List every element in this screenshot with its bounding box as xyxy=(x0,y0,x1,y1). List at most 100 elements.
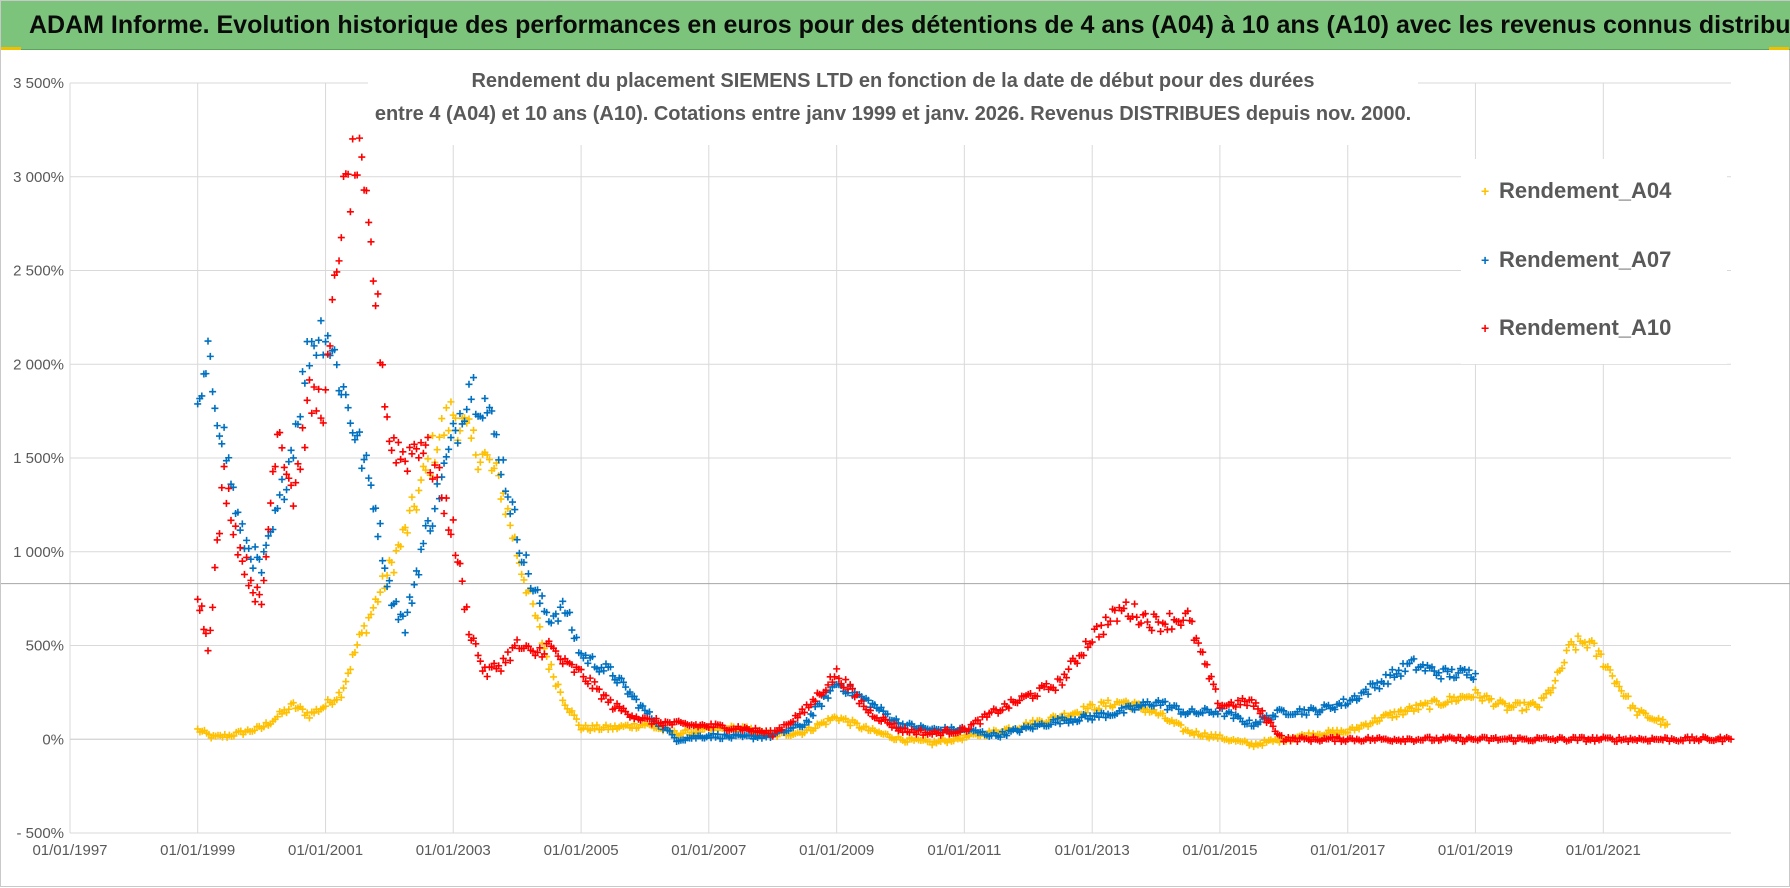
data-point-a10 xyxy=(1154,618,1162,626)
data-point-a04 xyxy=(593,721,601,729)
data-point-a04 xyxy=(1642,709,1650,717)
data-point-a10 xyxy=(881,715,889,723)
data-point-a10 xyxy=(206,626,214,634)
data-point-a04 xyxy=(1399,711,1407,719)
data-point-a10 xyxy=(853,691,861,699)
data-point-a10 xyxy=(472,640,480,648)
data-point-a10 xyxy=(470,634,478,642)
data-point-a10 xyxy=(344,170,352,178)
data-point-a07 xyxy=(399,612,407,620)
data-point-a07 xyxy=(451,426,459,434)
data-point-a10 xyxy=(367,238,375,246)
data-point-a07 xyxy=(381,564,389,572)
data-point-a10 xyxy=(346,208,354,216)
data-point-a04 xyxy=(1615,682,1623,690)
data-point-a07 xyxy=(515,549,523,557)
data-point-a10 xyxy=(652,715,660,723)
data-point-a07 xyxy=(1369,680,1377,688)
data-point-a10 xyxy=(358,153,366,161)
data-point-a10 xyxy=(1580,734,1588,742)
data-point-a04 xyxy=(1412,701,1420,709)
data-point-a07 xyxy=(538,592,546,600)
data-point-a07 xyxy=(524,570,532,578)
data-point-a04 xyxy=(545,665,553,673)
data-point-a10 xyxy=(1252,699,1260,707)
data-point-a10 xyxy=(1104,621,1112,629)
data-point-a10 xyxy=(511,642,519,650)
data-point-a07 xyxy=(238,520,246,528)
data-point-a10 xyxy=(1214,699,1222,707)
data-point-a04 xyxy=(305,714,313,722)
data-point-a04 xyxy=(497,495,505,503)
data-point-a10 xyxy=(974,716,982,724)
data-point-a04 xyxy=(1444,698,1452,706)
x-tick-label: 01/01/2021 xyxy=(1566,842,1641,859)
data-point-a04 xyxy=(536,623,544,631)
data-point-a04 xyxy=(1393,713,1401,721)
data-point-a10 xyxy=(1102,613,1110,621)
data-point-a10 xyxy=(1232,703,1240,711)
data-point-a04 xyxy=(1590,639,1598,647)
data-point-a10 xyxy=(831,673,839,681)
data-point-a10 xyxy=(540,650,548,658)
data-point-a04 xyxy=(1088,701,1096,709)
data-point-a10 xyxy=(1097,621,1105,629)
data-point-a07 xyxy=(479,414,487,422)
data-point-a04 xyxy=(1080,703,1088,711)
data-point-a10 xyxy=(1141,610,1149,618)
data-point-a07 xyxy=(356,428,364,436)
data-point-a07 xyxy=(385,577,393,585)
data-point-a10 xyxy=(1456,734,1464,742)
data-point-a10 xyxy=(1148,626,1156,634)
data-point-a07 xyxy=(283,486,291,494)
data-point-a10 xyxy=(524,642,532,650)
data-point-a04 xyxy=(573,715,581,723)
data-point-a07 xyxy=(440,459,448,467)
data-point-a10 xyxy=(579,673,587,681)
data-point-a04 xyxy=(310,709,318,717)
data-point-a10 xyxy=(238,557,246,565)
data-point-a04 xyxy=(383,571,391,579)
data-point-a04 xyxy=(1201,729,1209,737)
data-point-a10 xyxy=(1278,732,1286,740)
data-point-a07 xyxy=(522,551,530,559)
data-point-a07 xyxy=(1088,716,1096,724)
data-point-a07 xyxy=(360,456,368,464)
data-point-a10 xyxy=(394,438,402,446)
data-point-a07 xyxy=(1435,669,1443,677)
data-point-a07 xyxy=(1199,709,1207,717)
data-point-a04 xyxy=(465,415,473,423)
data-point-a10 xyxy=(392,459,400,467)
y-tick-label: 1 500% xyxy=(13,450,64,467)
data-point-a10 xyxy=(204,647,212,655)
data-point-a10 xyxy=(602,692,610,700)
data-point-a04 xyxy=(429,432,437,440)
data-point-a07 xyxy=(573,633,581,641)
data-point-a07 xyxy=(410,581,418,589)
data-point-a10 xyxy=(435,464,443,472)
data-point-a10 xyxy=(1084,643,1092,651)
data-point-a10 xyxy=(255,591,263,599)
data-point-a04 xyxy=(1084,704,1092,712)
data-point-a04 xyxy=(550,673,558,681)
data-point-a07 xyxy=(536,599,544,607)
data-point-a04 xyxy=(451,414,459,422)
data-point-a07 xyxy=(1137,702,1145,710)
data-point-a07 xyxy=(249,564,257,572)
data-point-a10 xyxy=(1168,625,1176,633)
data-point-a10 xyxy=(356,134,364,142)
data-point-a04 xyxy=(928,741,936,749)
data-point-a07 xyxy=(582,651,590,659)
data-point-a10 xyxy=(417,439,425,447)
data-point-a10 xyxy=(877,717,885,725)
data-point-a10 xyxy=(842,676,850,684)
data-point-a04 xyxy=(419,462,427,470)
data-point-a10 xyxy=(264,525,272,533)
data-point-a04 xyxy=(1663,720,1671,728)
data-point-a07 xyxy=(445,445,453,453)
data-point-a04 xyxy=(1613,678,1621,686)
data-point-a04 xyxy=(570,711,578,719)
x-tick-label: 01/01/2005 xyxy=(544,842,619,859)
data-point-a10 xyxy=(1093,622,1101,630)
data-point-a10 xyxy=(497,667,505,675)
